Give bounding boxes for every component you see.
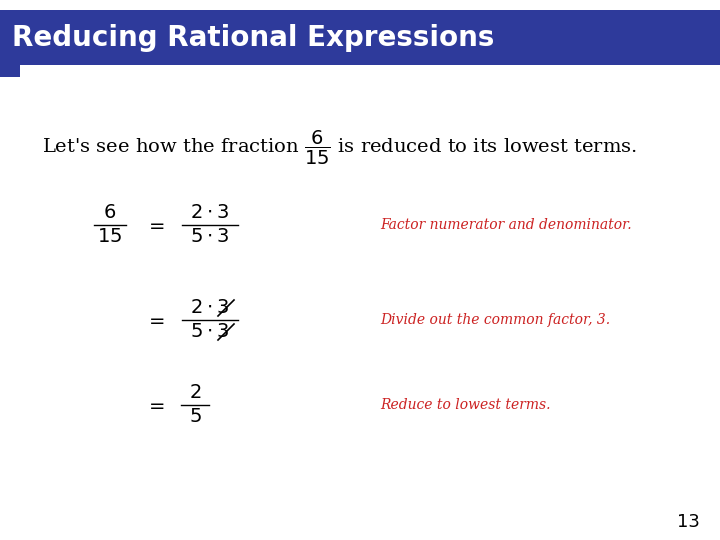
Text: $2$: $2$: [189, 384, 201, 402]
Bar: [0, 10, 720, 65]
Text: $6$: $6$: [104, 204, 117, 222]
Text: Let's see how the fraction $\dfrac{6}{15}$ is reduced to its lowest terms.: Let's see how the fraction $\dfrac{6}{15…: [42, 129, 637, 167]
Text: $=$: $=$: [145, 311, 165, 329]
Text: Divide out the common factor, 3.: Divide out the common factor, 3.: [380, 313, 610, 327]
Text: $5 \cdot 3$: $5 \cdot 3$: [191, 228, 230, 246]
Text: $2 \cdot 3$: $2 \cdot 3$: [191, 204, 230, 222]
Text: $15$: $15$: [97, 228, 122, 246]
Text: $5$: $5$: [189, 408, 202, 426]
Text: $=$: $=$: [145, 396, 165, 414]
Text: $=$: $=$: [145, 216, 165, 234]
Text: 13: 13: [677, 513, 700, 531]
Text: $2 \cdot 3$: $2 \cdot 3$: [191, 299, 230, 317]
Text: $5 \cdot 3$: $5 \cdot 3$: [191, 323, 230, 341]
Text: Reducing Rational Expressions: Reducing Rational Expressions: [12, 24, 495, 51]
Bar: [0, 65, 20, 77]
Text: Factor numerator and denominator.: Factor numerator and denominator.: [380, 218, 631, 232]
Text: Reduce to lowest terms.: Reduce to lowest terms.: [380, 398, 551, 412]
